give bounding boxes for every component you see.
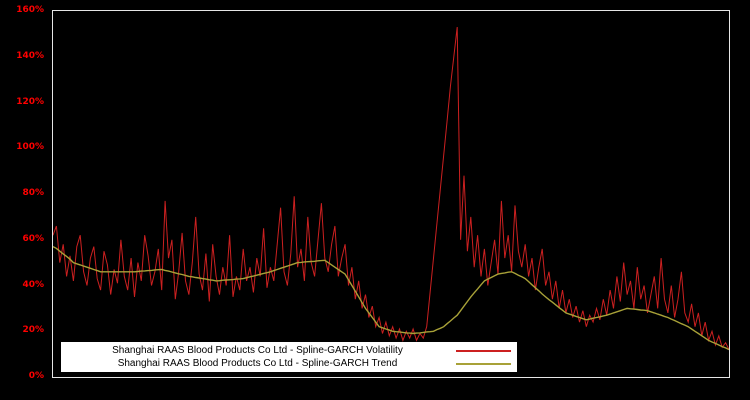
legend: Shanghai RAAS Blood Products Co Ltd - Sp… <box>61 342 517 372</box>
y-tick-label: 100% <box>16 142 44 153</box>
plot-area: Shanghai RAAS Blood Products Co Ltd - Sp… <box>52 10 730 378</box>
legend-line-sample-trend <box>456 362 511 365</box>
series-line <box>53 245 729 351</box>
series-line <box>53 26 729 350</box>
y-axis: 0% 20% 40% 60% 80% 100% 120% 140% 160% <box>0 0 48 400</box>
legend-item-trend: Shanghai RAAS Blood Products Co Ltd - Sp… <box>67 357 511 370</box>
chart-lines <box>53 26 729 351</box>
y-tick-label: 40% <box>22 279 44 290</box>
legend-line-sample-volatility <box>456 349 511 352</box>
y-tick-label: 60% <box>22 233 44 244</box>
y-tick-label: 120% <box>16 96 44 107</box>
y-tick-label: 160% <box>16 5 44 15</box>
legend-label-trend: Shanghai RAAS Blood Products Co Ltd - Sp… <box>117 358 398 369</box>
y-tick-label: 140% <box>16 50 44 61</box>
y-tick-label: 0% <box>28 371 44 381</box>
legend-label-volatility: Shanghai RAAS Blood Products Co Ltd - Sp… <box>112 345 403 356</box>
y-tick-label: 20% <box>22 325 44 336</box>
legend-item-volatility: Shanghai RAAS Blood Products Co Ltd - Sp… <box>67 344 511 357</box>
y-tick-label: 80% <box>22 188 44 198</box>
